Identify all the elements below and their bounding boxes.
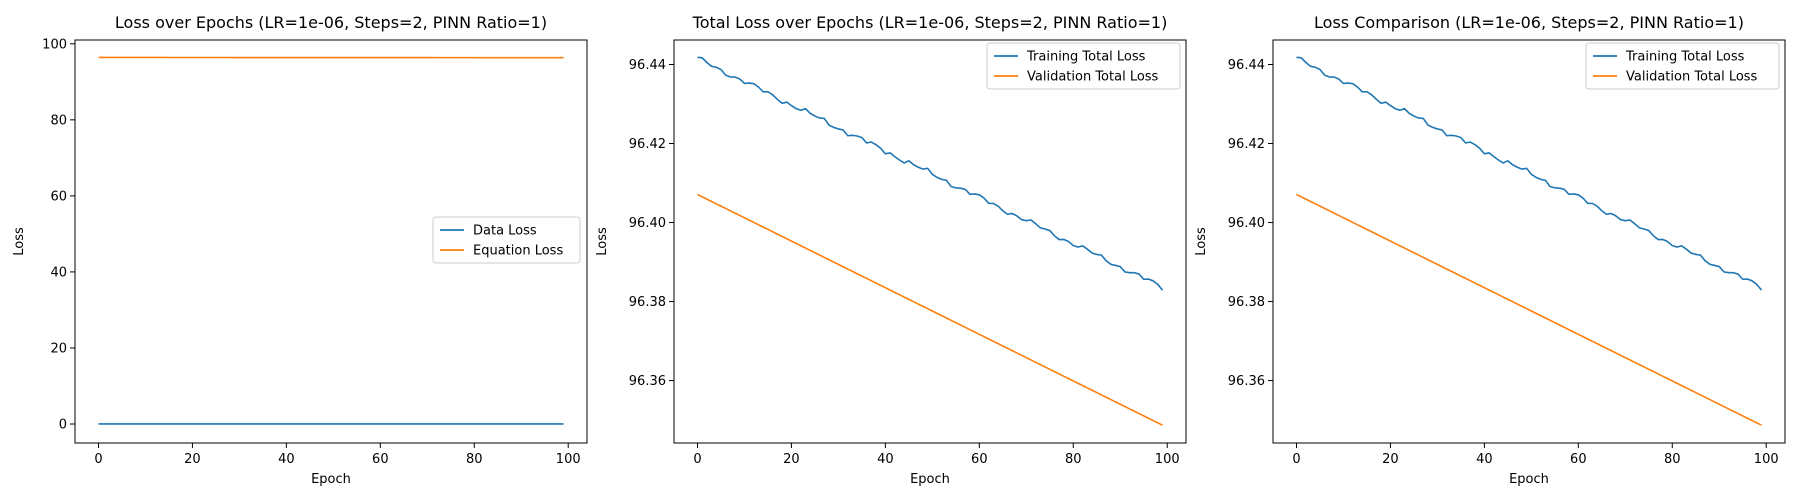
legend: Data Loss Equation Loss	[432, 216, 581, 264]
legend-entry: Equation Loss	[473, 244, 563, 259]
y-tick-label: 0	[59, 417, 67, 432]
chart-title: Loss over Epochs (LR=1e-06, Steps=2, PIN…	[115, 13, 547, 32]
legend-entry: Validation Total Loss	[1626, 70, 1758, 85]
axes-frame	[74, 39, 588, 444]
legend: Training Total Loss Validation Total Loss	[1585, 42, 1780, 90]
x-axis-label: Epoch	[1509, 472, 1549, 487]
x-tick-label: 40	[278, 452, 295, 467]
y-tick-label: 96.44	[1228, 58, 1265, 73]
x-axis-label: Epoch	[910, 472, 950, 487]
legend-entry: Training Total Loss	[1625, 50, 1745, 65]
chart-panel-3: Loss Comparison (LR=1e-06, Steps=2, PINN…	[1194, 13, 1786, 487]
x-tick-label: 0	[693, 452, 701, 467]
x-tick-label: 60	[372, 452, 389, 467]
chart-panel-1: Loss over Epochs (LR=1e-06, Steps=2, PIN…	[12, 13, 588, 487]
legend-entry: Validation Total Loss	[1027, 70, 1159, 85]
chart-title: Loss Comparison (LR=1e-06, Steps=2, PINN…	[1314, 13, 1744, 32]
x-tick-label: 100	[1155, 452, 1180, 467]
series-line-1	[1296, 56, 1763, 291]
y-tick-label: 100	[42, 37, 67, 52]
y-tick-label: 96.40	[629, 216, 666, 231]
y-tick-label: 96.44	[629, 58, 666, 73]
x-tick-label: 80	[1664, 452, 1681, 467]
x-tick-label: 80	[466, 452, 483, 467]
legend-box	[986, 42, 1181, 90]
series-line-2	[1296, 193, 1762, 426]
series-line-2	[697, 193, 1163, 426]
x-tick-label: 40	[877, 452, 894, 467]
y-tick-label: 96.42	[1228, 137, 1265, 152]
x-tick-label: 0	[94, 452, 102, 467]
x-tick-label: 80	[1065, 452, 1082, 467]
x-tick-label: 100	[556, 452, 581, 467]
y-tick-label: 96.40	[1228, 216, 1265, 231]
y-tick-label: 80	[50, 113, 67, 128]
chart-title: Total Loss over Epochs (LR=1e-06, Steps=…	[692, 13, 1168, 32]
x-tick-label: 20	[1382, 452, 1399, 467]
legend-box	[1585, 42, 1780, 90]
x-tick-label: 0	[1292, 452, 1300, 467]
series-line-1	[697, 56, 1164, 291]
legend: Training Total Loss Validation Total Loss	[986, 42, 1181, 90]
legend-entry: Data Loss	[473, 224, 537, 239]
y-tick-label: 96.36	[1228, 374, 1265, 389]
y-tick-label: 96.38	[629, 295, 666, 310]
y-tick-label: 96.36	[629, 374, 666, 389]
axes-frame	[1272, 39, 1786, 444]
y-axis-label: Loss	[12, 227, 27, 256]
legend-entry: Training Total Loss	[1026, 50, 1146, 65]
y-tick-label: 96.42	[629, 137, 666, 152]
x-tick-label: 40	[1476, 452, 1493, 467]
y-axis-label: Loss	[1194, 227, 1209, 256]
y-tick-label: 20	[50, 341, 67, 356]
y-tick-label: 40	[50, 265, 67, 280]
x-tick-label: 100	[1754, 452, 1779, 467]
chart-panel-2: Total Loss over Epochs (LR=1e-06, Steps=…	[595, 13, 1187, 487]
legend-box	[432, 216, 581, 264]
axes-frame	[673, 39, 1187, 444]
x-axis-label: Epoch	[311, 472, 351, 487]
y-tick-label: 60	[50, 189, 67, 204]
x-tick-label: 20	[783, 452, 800, 467]
y-tick-label: 96.38	[1228, 295, 1265, 310]
x-tick-label: 20	[184, 452, 201, 467]
y-axis-label: Loss	[595, 227, 610, 256]
x-tick-label: 60	[971, 452, 988, 467]
x-tick-label: 60	[1570, 452, 1587, 467]
